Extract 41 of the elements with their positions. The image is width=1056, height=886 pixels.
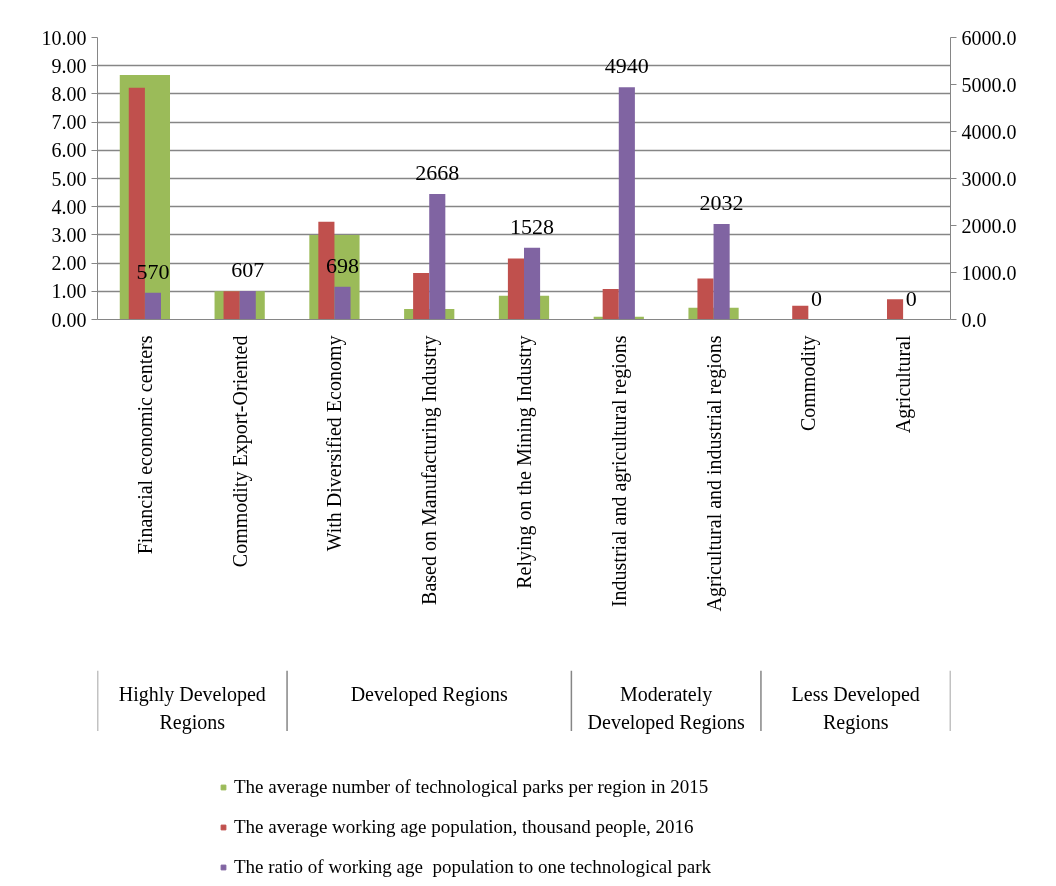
x-tick-label: Commodity Export-Oriented (228, 335, 252, 568)
text: Highly Developed Regions (118, 683, 266, 734)
x-tick-label: Based on Manufacturing Industry (418, 335, 442, 605)
y2-tick-label: 6000.0 (961, 26, 1017, 49)
y-tick-label: 0.00 (51, 308, 87, 331)
y-tick-label: 2.00 (51, 252, 87, 275)
x-tick-label: Commodity (797, 335, 821, 432)
y2-tick-label: 5000.0 (961, 73, 1017, 96)
y2-tick-label: 4000.0 (961, 120, 1017, 143)
y2-tick-label: 0.0 (961, 308, 987, 331)
y-tick-label: 9.00 (51, 54, 87, 77)
x-tick-label: Industrial and agricultural regions (607, 335, 631, 608)
y2-tick-label: 2000.0 (961, 214, 1017, 237)
legend-label: The average working age population, thousand people, 2016 (234, 816, 694, 838)
y-tick-label: 5.00 (51, 167, 87, 190)
x-tick-label: Agricultural (892, 335, 916, 434)
y-tick-label: 8.00 (51, 82, 87, 105)
x-tick-label: Financial economic centers (133, 335, 156, 555)
x-tick-label: With Diversified Economy (323, 335, 347, 552)
y-tick-label: 10.00 (41, 26, 87, 49)
text: Less Developed Regions (791, 683, 920, 734)
x-tick-label: Agricultural and industrial regions (702, 335, 726, 612)
data-label: 607 (231, 256, 265, 282)
y-tick-label: 1.00 (51, 280, 87, 303)
legend-label: The ratio of working age population to one technological park (234, 856, 711, 878)
y-tick-label: 3.00 (51, 223, 87, 246)
data-label: 0 (810, 285, 822, 311)
data-label: 2668 (415, 160, 460, 186)
y-tick-label: 6.00 (51, 139, 87, 162)
y-tick-label: 7.00 (51, 111, 87, 134)
y2-tick-label: 1000.0 (961, 261, 1017, 284)
data-label: 2032 (699, 190, 744, 215)
y-tick-label: 4.00 (51, 195, 87, 218)
data-label: 4940 (604, 53, 649, 79)
data-label: 0 (905, 285, 917, 311)
x-tick-label: Relying on the Mining Industry (513, 335, 536, 589)
y2-tick-label: 3000.0 (961, 167, 1017, 190)
text: Moderately Developed Regions (587, 683, 745, 734)
legend-label: The average number of technological parks per region in 2015 (234, 776, 709, 798)
text: Developed Regions (350, 683, 509, 707)
data-label: 1528 (510, 213, 555, 239)
